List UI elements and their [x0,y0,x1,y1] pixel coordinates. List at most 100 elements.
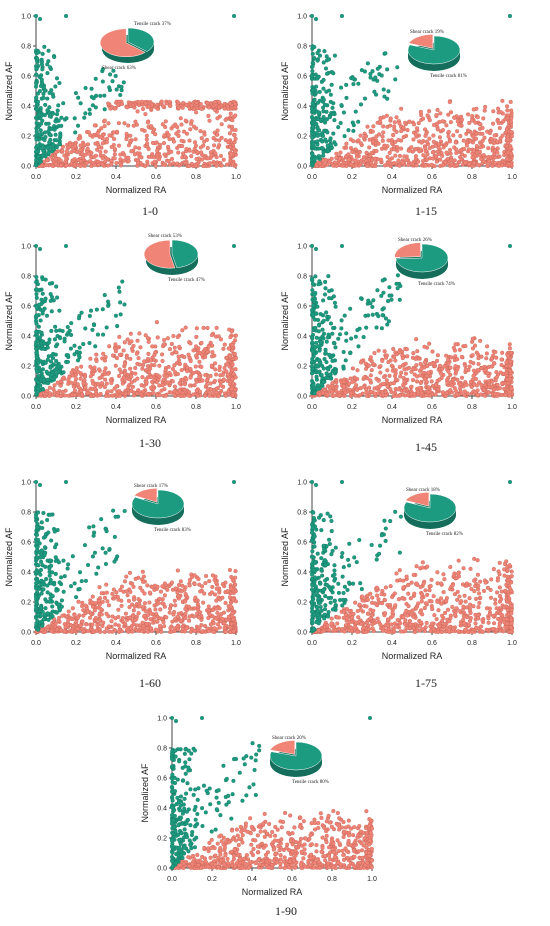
tensile-point [34,81,39,86]
shear-point [470,155,475,160]
shear-point [341,384,346,389]
tensile-point [54,76,60,81]
shear-point [497,125,502,131]
shear-point [111,130,116,135]
scatter-chart-1-0: 0.0 0.2 0.4 0.6 0.8 1.00.00.20.40.60.81.0Norm… [4,13,241,196]
shear-point [58,383,63,388]
tensile-point [321,336,326,341]
shear-point [187,138,192,143]
shear-point [101,620,106,625]
shear-point [140,127,145,132]
y-tick-label: 0.0 [297,394,307,401]
shear-point [148,374,154,380]
shear-point [134,351,139,356]
tensile-point [358,102,364,107]
shear-point [440,390,445,395]
shear-point [434,159,439,164]
shear-point [187,578,192,583]
x-tick-label: 1.0 [231,640,241,647]
shear-point [322,388,327,393]
tensile-point [341,349,346,355]
tensile-point [83,326,88,331]
shear-point [431,133,436,138]
shear-point [327,159,332,164]
shear-point [160,584,165,589]
shear-point [59,163,64,168]
shear-point [93,141,98,146]
shear-point [498,110,503,115]
shear-point [481,116,486,121]
shear-point [136,100,142,105]
shear-point [392,124,397,129]
tensile-point [376,314,381,319]
shear-point [226,346,231,351]
pie-label-shear: Shear crack 63% [102,66,136,71]
y-tick-label: 1.0 [21,480,31,487]
shear-point [388,387,393,392]
tensile-point [49,538,54,543]
shear-point [124,574,129,579]
shear-point [214,155,219,160]
shear-point [165,587,170,592]
shear-point [394,352,399,357]
tensile-point [54,328,59,333]
tensile-point [47,281,52,286]
shear-point [171,139,176,144]
shear-point [182,388,187,393]
shear-point [402,379,407,384]
tensile-point [314,335,319,340]
shear-point [230,368,235,373]
shear-point [66,622,71,628]
shear-point [343,390,348,395]
shear-point [110,393,115,398]
shear-point [331,163,336,168]
tensile-point [44,576,49,582]
shear-point [118,152,123,157]
tensile-point [49,309,54,314]
shear-point [419,366,424,371]
tensile-point [60,328,65,334]
shear-point [109,619,114,624]
shear-point [354,151,359,156]
shear-point [157,374,162,379]
caption-1-15: 1-15 [415,204,437,218]
shear-point [341,379,346,384]
shear-point [364,158,369,163]
shear-point [180,328,185,333]
tensile-point [102,107,107,112]
tensile-point [34,346,39,351]
tensile-point [44,369,49,374]
tensile-point [341,110,346,115]
shear-point [69,617,75,622]
shear-point [146,146,151,152]
shear-point [159,388,164,393]
tensile-point [33,594,39,600]
tensile-point [107,547,112,552]
tensile-point [42,137,47,143]
shear-point [117,352,123,357]
shear-point [98,134,103,139]
tensile-point [325,130,330,135]
tensile-point [316,344,321,349]
tensile-point [46,530,51,535]
tensile-point [51,142,56,147]
shear-point [174,361,179,366]
shear-point [500,98,505,103]
shear-point [413,147,418,152]
tensile-point [38,605,43,610]
shear-point [70,606,75,611]
shear-point [393,139,398,145]
tensile-point [375,78,380,83]
shear-point [166,144,171,149]
tensile-point [342,313,347,318]
shear-point [81,629,86,634]
shear-point [423,163,428,168]
x-tick-label: 0.6 [151,640,161,647]
shear-point [128,331,133,336]
tensile-point [231,13,237,19]
y-axis-label: Normalized AF [4,291,14,351]
tensile-point [40,277,45,282]
shear-point [55,393,60,398]
shear-point [109,162,114,167]
shear-point [120,615,126,621]
